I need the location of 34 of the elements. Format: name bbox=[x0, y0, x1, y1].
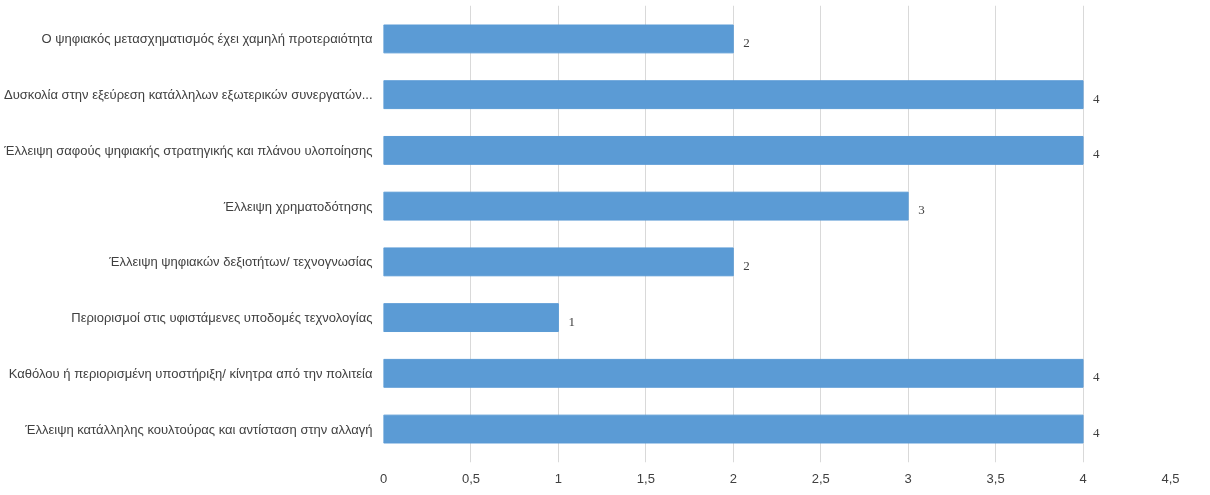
data-label: 1 bbox=[568, 313, 575, 329]
data-label: 4 bbox=[1093, 90, 1101, 106]
data-label: 2 bbox=[743, 257, 750, 273]
y-tick-label: Έλλειψη κατάλληλης κουλτούρας και αντίσταση στην αλλαγή bbox=[24, 421, 373, 437]
bar bbox=[383, 358, 1084, 388]
data-label: 3 bbox=[918, 202, 925, 218]
data-label: 4 bbox=[1093, 369, 1101, 385]
x-tick-label: 2,5 bbox=[811, 470, 830, 486]
y-tick-label: Έλλειψη ψηφιακών δεξιοτήτων/ τεχνογνωσίας bbox=[108, 254, 373, 270]
y-tick-label: Έλλειψη σαφούς ψηφιακής στρατηγικής και πλάνου υλοποίησης bbox=[3, 142, 373, 158]
bar bbox=[383, 247, 734, 277]
bar bbox=[383, 191, 909, 221]
x-tick-label: 2 bbox=[729, 470, 737, 486]
y-tick-label: Δυσκολία στην εξεύρεση κατάλληλων εξωτερικών συνεργατών... bbox=[3, 87, 373, 103]
x-tick-label: 3 bbox=[904, 470, 912, 486]
x-tick-label: 0,5 bbox=[461, 470, 480, 486]
data-label: 4 bbox=[1093, 146, 1101, 162]
bar bbox=[383, 24, 734, 54]
y-tick-label: Έλλειψη χρηματοδότησης bbox=[222, 198, 373, 214]
y-tick-label: Καθόλου ή περιορισμένη υποστήριξη/ κίνητρα από την πολιτεία bbox=[8, 365, 373, 381]
bar bbox=[383, 414, 1084, 444]
y-tick-label: Περιορισμοί στις υφιστάμενες υποδομές τεχνολογίας bbox=[71, 310, 373, 326]
x-tick-label: 4 bbox=[1079, 470, 1087, 486]
bar bbox=[383, 303, 559, 333]
x-tick-label: 1 bbox=[554, 470, 563, 486]
x-tick-label: 1,5 bbox=[636, 470, 655, 486]
y-tick-label: Ο ψηφιακός μετασχηματισμός έχει χαμηλή προτεραιότητα bbox=[41, 31, 373, 47]
x-tick-label: 0 bbox=[379, 470, 388, 486]
data-label: 4 bbox=[1093, 425, 1101, 441]
x-tick-label: 3,5 bbox=[986, 470, 1005, 486]
x-tick-label: 4,5 bbox=[1161, 470, 1180, 486]
bar bbox=[383, 135, 1084, 165]
data-label: 2 bbox=[743, 34, 750, 50]
bar bbox=[383, 80, 1084, 110]
